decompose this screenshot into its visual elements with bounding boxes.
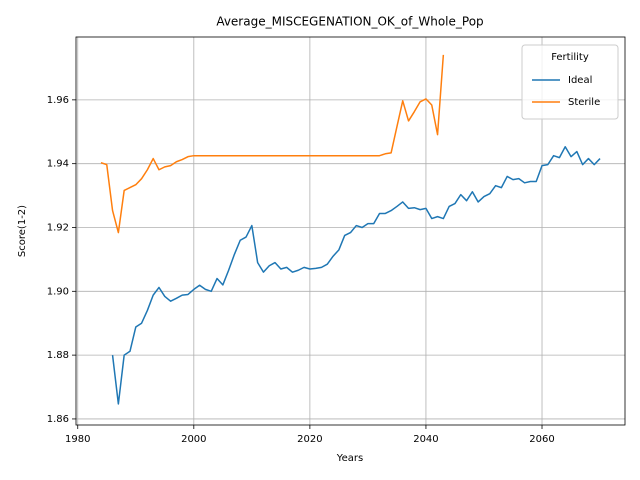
y-tick-label: 1.92 [47, 222, 69, 233]
y-axis-label: Score(1-2) [17, 205, 28, 257]
x-tick-label: 1980 [65, 434, 90, 445]
plot-frame [75, 36, 626, 426]
x-tick-label: 2040 [413, 434, 438, 445]
line-series [111, 146, 601, 405]
x-tick-label: 2000 [181, 434, 206, 445]
x-tick-label: 2060 [529, 434, 554, 445]
line-series [100, 54, 445, 234]
x-tick-label: 2020 [297, 434, 322, 445]
y-tick-label: 1.86 [47, 414, 69, 425]
y-tick-label: 1.90 [47, 286, 69, 297]
legend-title: Fertility [551, 52, 589, 63]
chart-title: Average_MISCEGENATION_OK_of_Whole_Pop [216, 15, 483, 29]
y-tick-label: 1.88 [47, 350, 69, 361]
x-axis-label: Years [336, 453, 363, 464]
legend-label: Ideal [568, 75, 592, 86]
legend: Fertility Ideal Sterile [521, 44, 619, 120]
legend-label: Sterile [568, 97, 600, 108]
y-tick-label: 1.94 [47, 159, 69, 170]
y-tick-label: 1.96 [47, 95, 69, 106]
legend-box [521, 44, 619, 120]
